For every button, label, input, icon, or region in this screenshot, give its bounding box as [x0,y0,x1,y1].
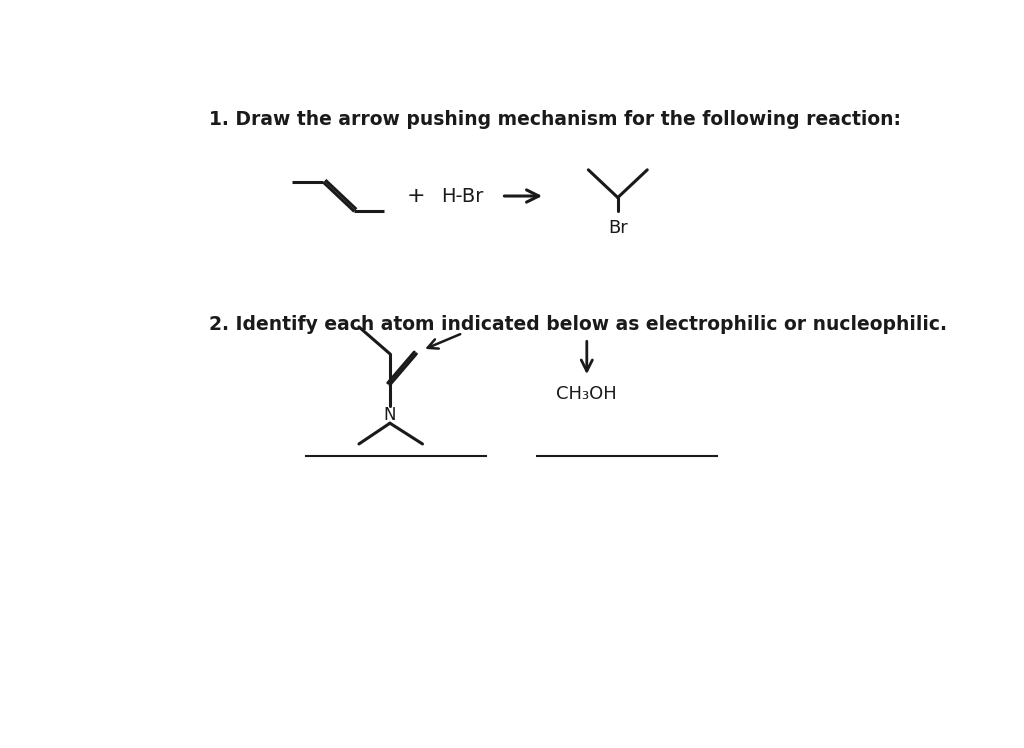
Text: 1. Draw the arrow pushing mechanism for the following reaction:: 1. Draw the arrow pushing mechanism for … [209,110,901,129]
Text: +: + [407,186,426,206]
Text: H-Br: H-Br [441,186,484,206]
Text: 2. Identify each atom indicated below as electrophilic or nucleophilic.: 2. Identify each atom indicated below as… [209,316,947,334]
Text: Br: Br [608,219,628,237]
Text: N: N [384,406,396,424]
Text: CH₃OH: CH₃OH [556,384,617,402]
